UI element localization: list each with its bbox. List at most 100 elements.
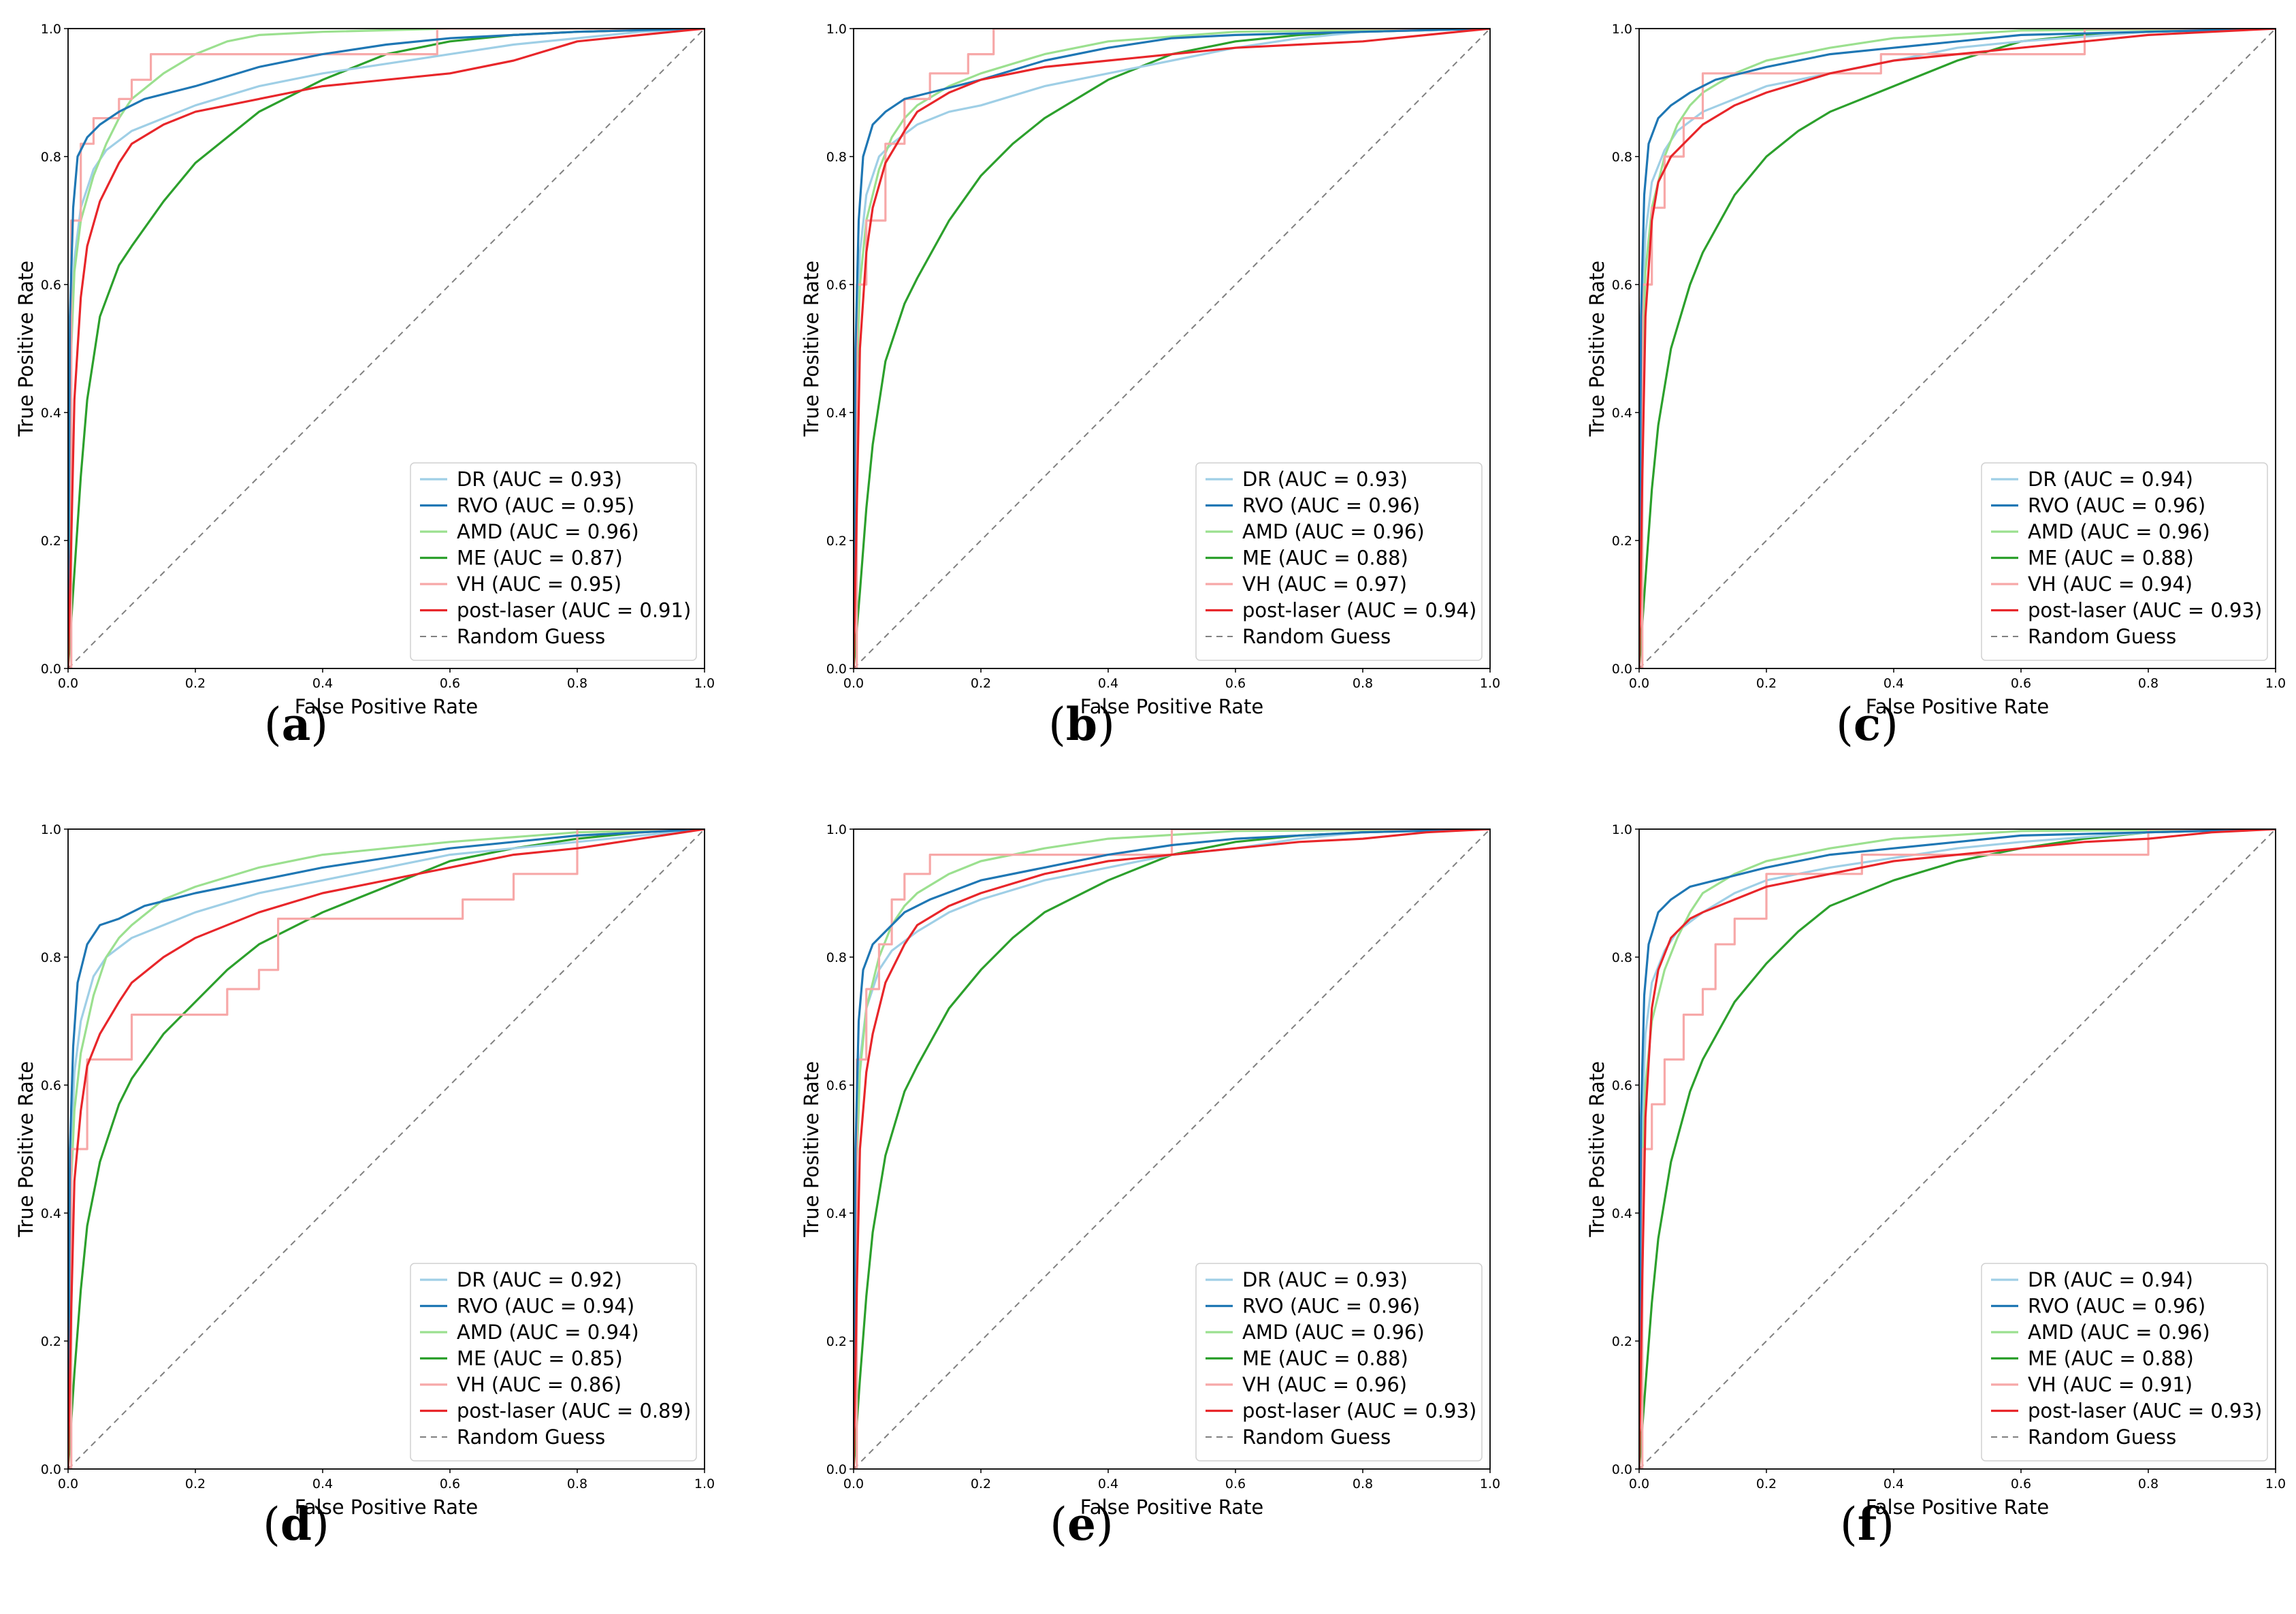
roc-panel-f: 0.0 0.2 0.4 0.6 0.8 1.0 0.0 0.2 0.4 0.6 0.8 1.0 Fals… bbox=[1585, 822, 2286, 1519]
panel-caption-letter: b bbox=[1065, 698, 1098, 751]
x-tick-label: 1.0 bbox=[694, 676, 715, 691]
roc-curve-rvo bbox=[854, 29, 1490, 668]
legend: DR (AUC = 0.94) RVO (AUC = 0.96) AMD (AUC … bbox=[1981, 1263, 2268, 1462]
legend: DR (AUC = 0.93) RVO (AUC = 0.95) AMD (AUC … bbox=[410, 462, 697, 661]
roc-curve-me bbox=[68, 29, 705, 668]
y-tick-label: 0.8 bbox=[41, 950, 61, 965]
x-tick-label: 0.8 bbox=[567, 676, 587, 691]
x-tick-label: 0.4 bbox=[312, 1476, 333, 1491]
legend-box bbox=[1195, 1263, 1483, 1462]
x-axis-label: False Positive Rate bbox=[1080, 695, 1264, 718]
legend-entry-label: Random Guess bbox=[2028, 1425, 2176, 1449]
roc-panel-c: 0.0 0.2 0.4 0.6 0.8 1.0 0.0 0.2 0.4 0.6 0.8 1.0 Fals… bbox=[1585, 22, 2286, 718]
y-tick-label: 0.2 bbox=[826, 534, 847, 549]
x-tick-label: 1.0 bbox=[1480, 676, 1500, 691]
roc-curve-amd bbox=[854, 29, 1490, 668]
legend-entry-label: ME (AUC = 0.88) bbox=[2028, 547, 2194, 570]
legend-entry-label: VH (AUC = 0.94) bbox=[2028, 572, 2193, 596]
legend-entry-label: DR (AUC = 0.93) bbox=[1242, 1268, 1408, 1291]
x-tick-label: 0.8 bbox=[2138, 676, 2158, 691]
panel-caption-letter: c bbox=[1853, 698, 1881, 751]
legend-entry-label: VH (AUC = 0.91) bbox=[2028, 1373, 2193, 1396]
legend-box bbox=[1195, 462, 1483, 661]
y-tick-label: 0.6 bbox=[41, 1078, 61, 1093]
legend-entry-label: post-laser (AUC = 0.91) bbox=[457, 599, 691, 622]
y-tick-label: 0.4 bbox=[41, 406, 61, 421]
y-tick-label: 0.4 bbox=[41, 1206, 61, 1221]
roc-curve-dr bbox=[68, 829, 705, 1469]
x-tick-label: 0.6 bbox=[2011, 1476, 2031, 1491]
legend-box bbox=[410, 1263, 697, 1462]
legend-entry-label: RVO (AUC = 0.96) bbox=[1242, 494, 1420, 517]
roc-curve-post-laser bbox=[854, 29, 1490, 668]
curves-group bbox=[1639, 29, 2276, 668]
legend-entry-label: DR (AUC = 0.94) bbox=[2028, 468, 2193, 491]
legend-box bbox=[1981, 1263, 2268, 1462]
x-tick-label: 0.0 bbox=[1629, 1476, 1649, 1491]
y-axis-label: True Positive Rate bbox=[14, 1061, 37, 1238]
legend: DR (AUC = 0.93) RVO (AUC = 0.96) AMD (AUC … bbox=[1195, 1263, 1483, 1462]
legend-entry-label: RVO (AUC = 0.96) bbox=[2028, 1295, 2205, 1318]
roc-curve-random-guess bbox=[1639, 29, 2276, 668]
legend: DR (AUC = 0.94) RVO (AUC = 0.96) AMD (AUC … bbox=[1981, 462, 2268, 661]
y-axis-label: True Positive Rate bbox=[1585, 1061, 1608, 1238]
x-tick-label: 0.6 bbox=[1225, 1476, 1246, 1491]
legend-entry-label: post-laser (AUC = 0.94) bbox=[1242, 599, 1476, 622]
roc-curve-post-laser bbox=[68, 829, 705, 1469]
y-tick-label: 0.8 bbox=[1612, 950, 1632, 965]
legend-entry-label: ME (AUC = 0.87) bbox=[457, 547, 623, 570]
y-tick-label: 0.0 bbox=[826, 662, 847, 677]
legend-entry-label: AMD (AUC = 0.96) bbox=[457, 520, 639, 543]
x-tick-label: 0.0 bbox=[58, 1476, 78, 1491]
x-tick-label: 0.6 bbox=[1225, 676, 1246, 691]
roc-curve-amd bbox=[68, 829, 705, 1469]
legend-entry-label: AMD (AUC = 0.94) bbox=[457, 1321, 639, 1344]
x-tick-label: 0.2 bbox=[185, 1476, 206, 1491]
y-tick-label: 0.6 bbox=[826, 1078, 847, 1093]
legend-entry-label: post-laser (AUC = 0.93) bbox=[2028, 1400, 2262, 1423]
y-tick-label: 1.0 bbox=[1612, 822, 1632, 837]
roc-curve-post-laser bbox=[854, 829, 1490, 1469]
legend-entry-label: Random Guess bbox=[457, 625, 605, 648]
roc-curve-post-laser bbox=[1639, 29, 2276, 668]
roc-curve-random-guess bbox=[854, 829, 1490, 1469]
legend-entry-label: VH (AUC = 0.97) bbox=[1242, 572, 1407, 596]
roc-curve-amd bbox=[854, 829, 1490, 1469]
roc-panel-d: 0.0 0.2 0.4 0.6 0.8 1.0 0.0 0.2 0.4 0.6 0.8 1.0 Fals… bbox=[14, 822, 715, 1519]
panel-caption-letter: f bbox=[1857, 1498, 1877, 1551]
x-axis-label: False Positive Rate bbox=[295, 1496, 479, 1519]
legend-entry-label: RVO (AUC = 0.95) bbox=[457, 494, 634, 517]
legend-entry-label: post-laser (AUC = 0.93) bbox=[2028, 599, 2262, 622]
legend-box bbox=[1981, 462, 2268, 661]
legend-entry-label: Random Guess bbox=[2028, 625, 2176, 648]
y-tick-label: 0.0 bbox=[1612, 1462, 1632, 1477]
legend-entry-label: RVO (AUC = 0.96) bbox=[2028, 494, 2205, 517]
axes-frame bbox=[853, 828, 1491, 1470]
legend-entry-label: Random Guess bbox=[1242, 625, 1391, 648]
roc-curve-vh bbox=[68, 29, 705, 668]
y-tick-label: 0.8 bbox=[826, 150, 847, 165]
legend-entry-label: ME (AUC = 0.88) bbox=[1242, 547, 1408, 570]
x-tick-label: 0.6 bbox=[440, 676, 460, 691]
roc-curve-vh bbox=[68, 829, 705, 1469]
y-tick-label: 0.8 bbox=[826, 950, 847, 965]
roc-curve-vh bbox=[854, 29, 1490, 668]
legend-entry-label: AMD (AUC = 0.96) bbox=[2028, 520, 2210, 543]
x-tick-label: 0.4 bbox=[312, 676, 333, 691]
y-tick-label: 0.8 bbox=[41, 150, 61, 165]
y-tick-label: 1.0 bbox=[41, 822, 61, 837]
y-axis-label: True Positive Rate bbox=[800, 1061, 823, 1238]
x-tick-label: 1.0 bbox=[694, 1476, 715, 1491]
y-tick-label: 1.0 bbox=[41, 22, 61, 37]
x-tick-label: 0.2 bbox=[185, 676, 206, 691]
legend-entry-label: AMD (AUC = 0.96) bbox=[1242, 520, 1425, 543]
legend-entry-label: VH (AUC = 0.86) bbox=[457, 1373, 621, 1396]
curves-group bbox=[68, 829, 705, 1469]
panel-caption-c: (c) bbox=[1836, 698, 1898, 751]
x-tick-label: 1.0 bbox=[1480, 1476, 1500, 1491]
roc-curve-rvo bbox=[1639, 829, 2276, 1469]
roc-curve-random-guess bbox=[854, 29, 1490, 668]
legend-entry-label: DR (AUC = 0.92) bbox=[457, 1268, 622, 1291]
x-tick-label: 0.4 bbox=[1883, 1476, 1904, 1491]
